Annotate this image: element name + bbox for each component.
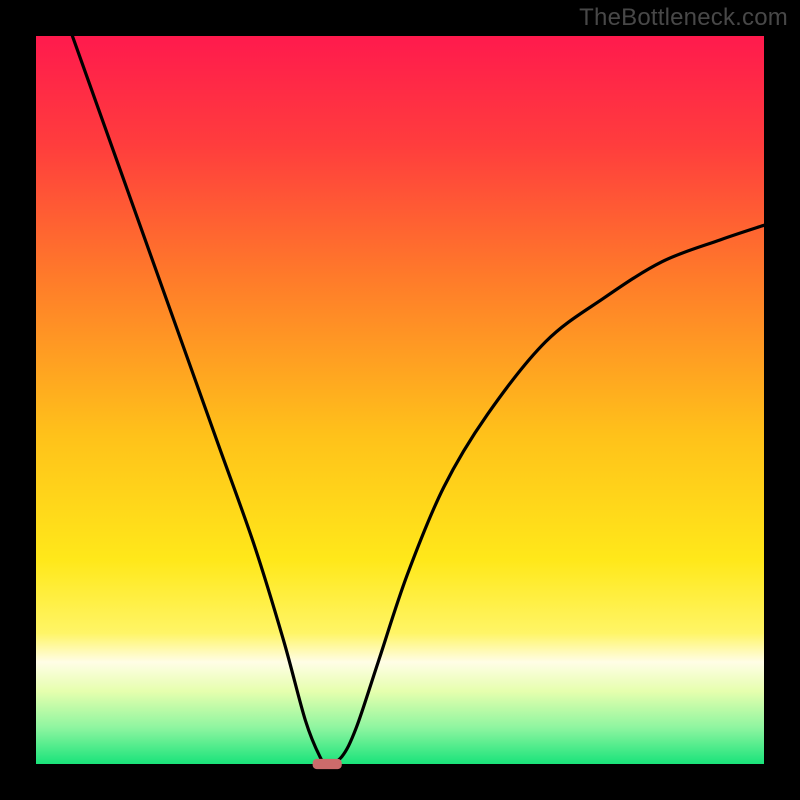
watermark-text: TheBottleneck.com xyxy=(579,4,788,32)
bottleneck-chart xyxy=(0,0,800,800)
chart-frame: TheBottleneck.com xyxy=(0,0,800,800)
